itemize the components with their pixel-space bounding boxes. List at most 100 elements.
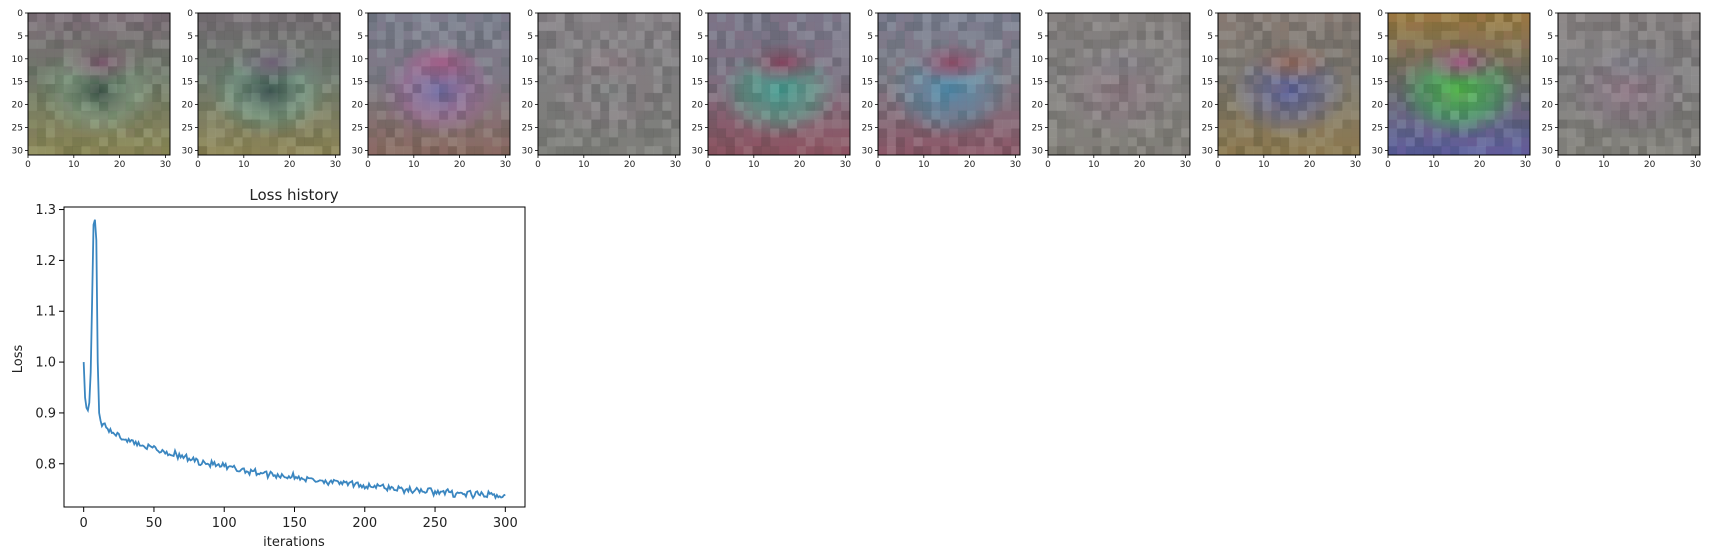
y-tick-label: 30: [692, 146, 704, 156]
panel-frame: [1387, 12, 1531, 156]
y-tick-label: 0: [1037, 9, 1043, 19]
panel-frame: [1047, 12, 1191, 156]
x-tick-label: 30: [840, 160, 852, 170]
loss-chart: Loss history iterations Loss 0 50 100 150 20…: [11, 186, 526, 550]
y-tick-label: 30: [182, 146, 194, 156]
y-tick-label: 30: [522, 146, 534, 156]
x-tick-label: 250: [423, 516, 448, 531]
weight-image: [368, 13, 510, 155]
x-tick-label: 0: [1555, 160, 1561, 170]
y-tick-label: 15: [862, 78, 873, 88]
y-tick-label: 25: [1372, 124, 1383, 134]
y-tick-label: 0.9: [35, 406, 56, 421]
y-tick-label: 30: [1202, 146, 1214, 156]
x-tick-label: 0: [365, 160, 371, 170]
x-tick-label: 30: [1520, 160, 1532, 170]
y-tick-label: 25: [862, 124, 873, 134]
y-tick-label: 5: [17, 32, 23, 42]
x-tick-label: 10: [748, 160, 760, 170]
y-tick-label: 1.1: [35, 305, 56, 320]
y-tick-label: 25: [352, 124, 363, 134]
y-tick-label: 15: [1032, 78, 1043, 88]
weight-image: [878, 13, 1020, 155]
chart-title: Loss history: [249, 186, 338, 204]
y-tick-label: 10: [522, 55, 534, 65]
y-tick-label: 25: [12, 124, 23, 134]
y-tick-label: 5: [357, 32, 363, 42]
weight-image: [708, 13, 850, 155]
y-tick-label: 20: [862, 101, 874, 111]
y-tick-label: 0: [1207, 9, 1213, 19]
x-tick-label: 30: [330, 160, 342, 170]
y-tick-label: 30: [862, 146, 874, 156]
y-tick-label: 25: [182, 124, 193, 134]
x-tick-label: 20: [1134, 160, 1146, 170]
weight-image: [1388, 13, 1530, 155]
y-tick-label: 30: [352, 146, 364, 156]
y-tick-label: 10: [1542, 55, 1554, 65]
y-tick-label: 15: [352, 78, 363, 88]
y-tick-label: 5: [1207, 32, 1213, 42]
x-tick-label: 20: [624, 160, 636, 170]
panel-frame: [1217, 12, 1361, 156]
y-tick-label: 10: [1372, 55, 1384, 65]
y-tick-label: 15: [1542, 78, 1553, 88]
y-tick-label: 20: [182, 101, 194, 111]
x-tick-label: 20: [1474, 160, 1486, 170]
x-tick-label: 200: [352, 516, 377, 531]
y-tick-label: 5: [1547, 32, 1553, 42]
weight-image: [538, 13, 680, 155]
x-tick-label: 30: [1010, 160, 1022, 170]
plot-area: [63, 206, 526, 508]
y-tick-label: 20: [1202, 101, 1214, 111]
y-tick-label: 0: [1547, 9, 1553, 19]
y-tick-label: 20: [522, 101, 534, 111]
y-tick-label: 0: [867, 9, 873, 19]
panel-frame: [537, 12, 681, 156]
x-tick-label: 20: [1304, 160, 1316, 170]
y-tick-label: 20: [1542, 101, 1554, 111]
x-tick-label: 0: [195, 160, 201, 170]
weight-image: [28, 13, 170, 155]
loss-series-line: [82, 219, 506, 501]
y-tick-label: 15: [692, 78, 703, 88]
x-tick-label: 0: [1045, 160, 1051, 170]
x-tick-label: 0: [80, 516, 88, 531]
y-tick-label: 15: [12, 78, 23, 88]
y-tick-label: 10: [12, 55, 24, 65]
y-tick-label: 1.0: [35, 356, 56, 371]
x-tick-label: 30: [500, 160, 512, 170]
y-tick-label: 5: [527, 32, 533, 42]
y-tick-label: 0: [17, 9, 23, 19]
y-tick-label: 25: [1032, 124, 1043, 134]
y-tick-label: 10: [352, 55, 364, 65]
panel-frame: [197, 12, 341, 156]
y-tick-label: 15: [182, 78, 193, 88]
x-tick-label: 10: [68, 160, 80, 170]
x-tick-label: 30: [1350, 160, 1362, 170]
y-tick-label: 15: [522, 78, 533, 88]
y-tick-label: 30: [1542, 146, 1554, 156]
y-tick-label: 10: [182, 55, 194, 65]
y-tick-label: 25: [692, 124, 703, 134]
x-tick-label: 30: [670, 160, 682, 170]
x-tick-label: 20: [964, 160, 976, 170]
x-tick-label: 0: [875, 160, 881, 170]
x-tick-label: 20: [284, 160, 296, 170]
y-tick-label: 5: [697, 32, 703, 42]
x-tick-label: 0: [535, 160, 541, 170]
y-tick-label: 5: [187, 32, 193, 42]
x-tick-label: 50: [146, 516, 163, 531]
x-tick-label: 20: [114, 160, 126, 170]
y-tick-label: 10: [1202, 55, 1214, 65]
weight-image: [1048, 13, 1190, 155]
